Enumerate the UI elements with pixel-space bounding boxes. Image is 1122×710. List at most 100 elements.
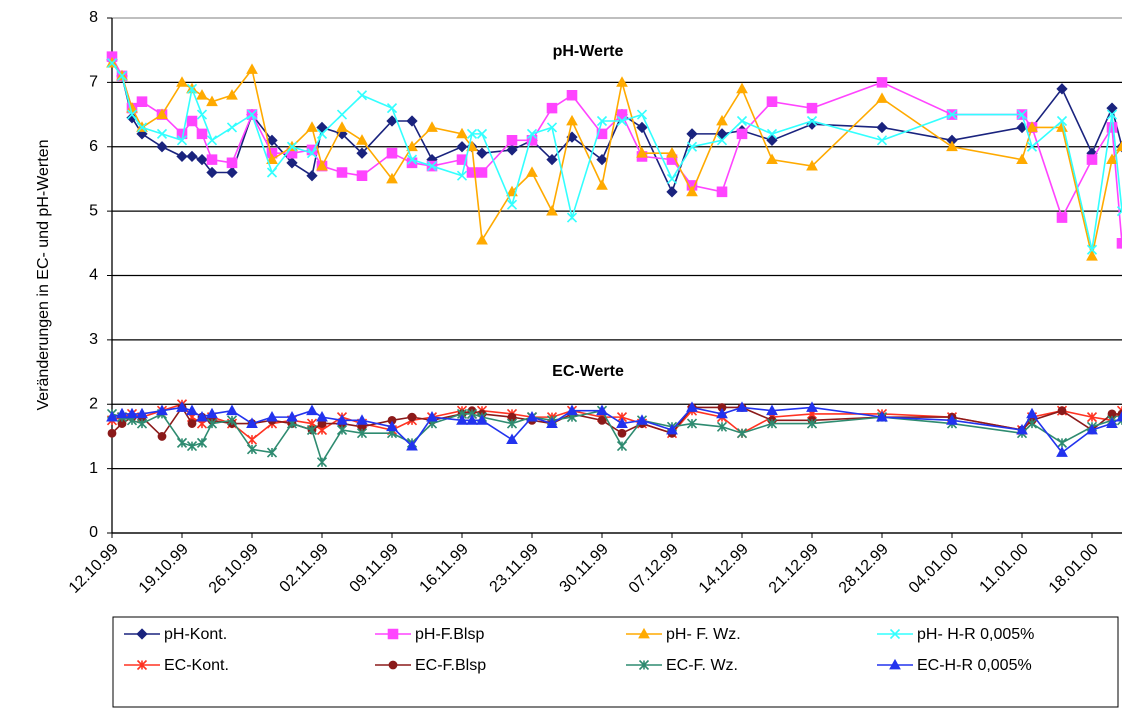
marker xyxy=(136,96,148,107)
marker xyxy=(666,147,678,158)
marker xyxy=(356,134,368,145)
marker xyxy=(196,410,208,422)
x-tick-label: 09.11.99 xyxy=(347,541,402,596)
y-tick-label: 6 xyxy=(89,138,98,155)
legend-label: pH- F. Wz. xyxy=(666,626,741,643)
marker xyxy=(686,185,698,197)
marker xyxy=(616,115,628,127)
marker xyxy=(736,115,748,127)
y-tick-label: 3 xyxy=(89,331,98,348)
marker xyxy=(766,153,778,165)
marker xyxy=(666,423,678,435)
marker xyxy=(106,410,118,422)
y-tick-label: 2 xyxy=(89,395,98,412)
marker xyxy=(546,122,558,133)
marker xyxy=(1086,154,1098,165)
marker xyxy=(406,439,418,451)
legend-marker xyxy=(638,659,650,671)
x-tick-label: 21.12.99 xyxy=(766,541,822,597)
marker xyxy=(246,63,258,74)
annotation: EC-Werte xyxy=(552,363,624,380)
marker xyxy=(246,434,258,445)
legend-label: pH- H-R 0,005% xyxy=(917,626,1034,643)
marker xyxy=(566,404,578,416)
marker xyxy=(636,121,648,134)
y-tick-label: 4 xyxy=(89,267,98,284)
marker xyxy=(1026,141,1038,152)
y-tick-label: 0 xyxy=(89,524,98,541)
marker xyxy=(306,424,318,436)
legend-marker xyxy=(387,628,399,640)
y-tick-label: 1 xyxy=(89,460,98,477)
x-tick-label: 30.11.99 xyxy=(557,541,612,596)
marker xyxy=(1026,418,1038,429)
marker xyxy=(1086,412,1098,423)
marker xyxy=(286,141,298,152)
marker xyxy=(1016,109,1028,120)
marker xyxy=(456,141,468,153)
marker xyxy=(266,134,278,146)
marker xyxy=(876,92,888,103)
marker xyxy=(806,401,818,412)
marker xyxy=(1086,244,1098,255)
series-line xyxy=(111,59,1122,194)
legend-item: pH-F.Blsp xyxy=(375,626,484,643)
marker xyxy=(1107,409,1117,419)
marker xyxy=(616,417,628,428)
marker xyxy=(186,115,198,127)
marker xyxy=(1086,250,1098,261)
marker xyxy=(306,404,318,416)
marker xyxy=(266,167,278,178)
marker xyxy=(526,410,538,422)
legend-marker xyxy=(638,627,650,639)
marker xyxy=(596,404,608,416)
marker xyxy=(306,148,318,159)
x-tick-label: 14.12.99 xyxy=(696,541,752,597)
marker xyxy=(1106,417,1118,428)
marker xyxy=(716,135,728,146)
marker xyxy=(226,157,238,169)
marker xyxy=(336,414,348,425)
legend-item: pH-Kont. xyxy=(124,626,227,643)
marker xyxy=(266,447,278,458)
marker xyxy=(636,414,648,425)
marker xyxy=(506,144,518,156)
marker xyxy=(196,109,208,120)
marker xyxy=(336,121,348,132)
marker xyxy=(736,82,748,94)
y-axis-label: Veränderungen in EC- und pH-Werten xyxy=(35,140,52,411)
marker xyxy=(156,404,168,416)
marker xyxy=(456,170,468,181)
marker xyxy=(876,410,888,422)
marker xyxy=(466,128,478,139)
marker xyxy=(206,135,218,146)
marker xyxy=(456,414,468,425)
marker xyxy=(206,418,218,429)
legend-marker xyxy=(388,660,398,670)
marker xyxy=(806,159,818,171)
marker xyxy=(596,153,608,166)
marker xyxy=(136,407,148,419)
marker xyxy=(616,441,628,452)
marker xyxy=(596,115,608,127)
marker xyxy=(106,51,118,62)
marker xyxy=(1016,423,1028,435)
marker xyxy=(1106,102,1118,114)
legend-label: pH-F.Blsp xyxy=(415,626,484,643)
marker xyxy=(206,95,218,107)
marker xyxy=(226,122,238,133)
legend-item: EC-Kont. xyxy=(124,657,229,674)
marker xyxy=(806,418,818,429)
marker xyxy=(636,147,648,158)
legend-marker xyxy=(889,628,901,640)
marker xyxy=(766,418,778,429)
legend-label: EC-Kont. xyxy=(164,657,229,674)
legend-label: pH-Kont. xyxy=(164,626,227,643)
marker xyxy=(1026,407,1038,419)
marker xyxy=(336,167,348,178)
marker xyxy=(107,428,117,438)
marker xyxy=(1056,212,1068,223)
marker xyxy=(1116,140,1122,152)
marker xyxy=(316,457,328,468)
marker xyxy=(306,121,318,132)
